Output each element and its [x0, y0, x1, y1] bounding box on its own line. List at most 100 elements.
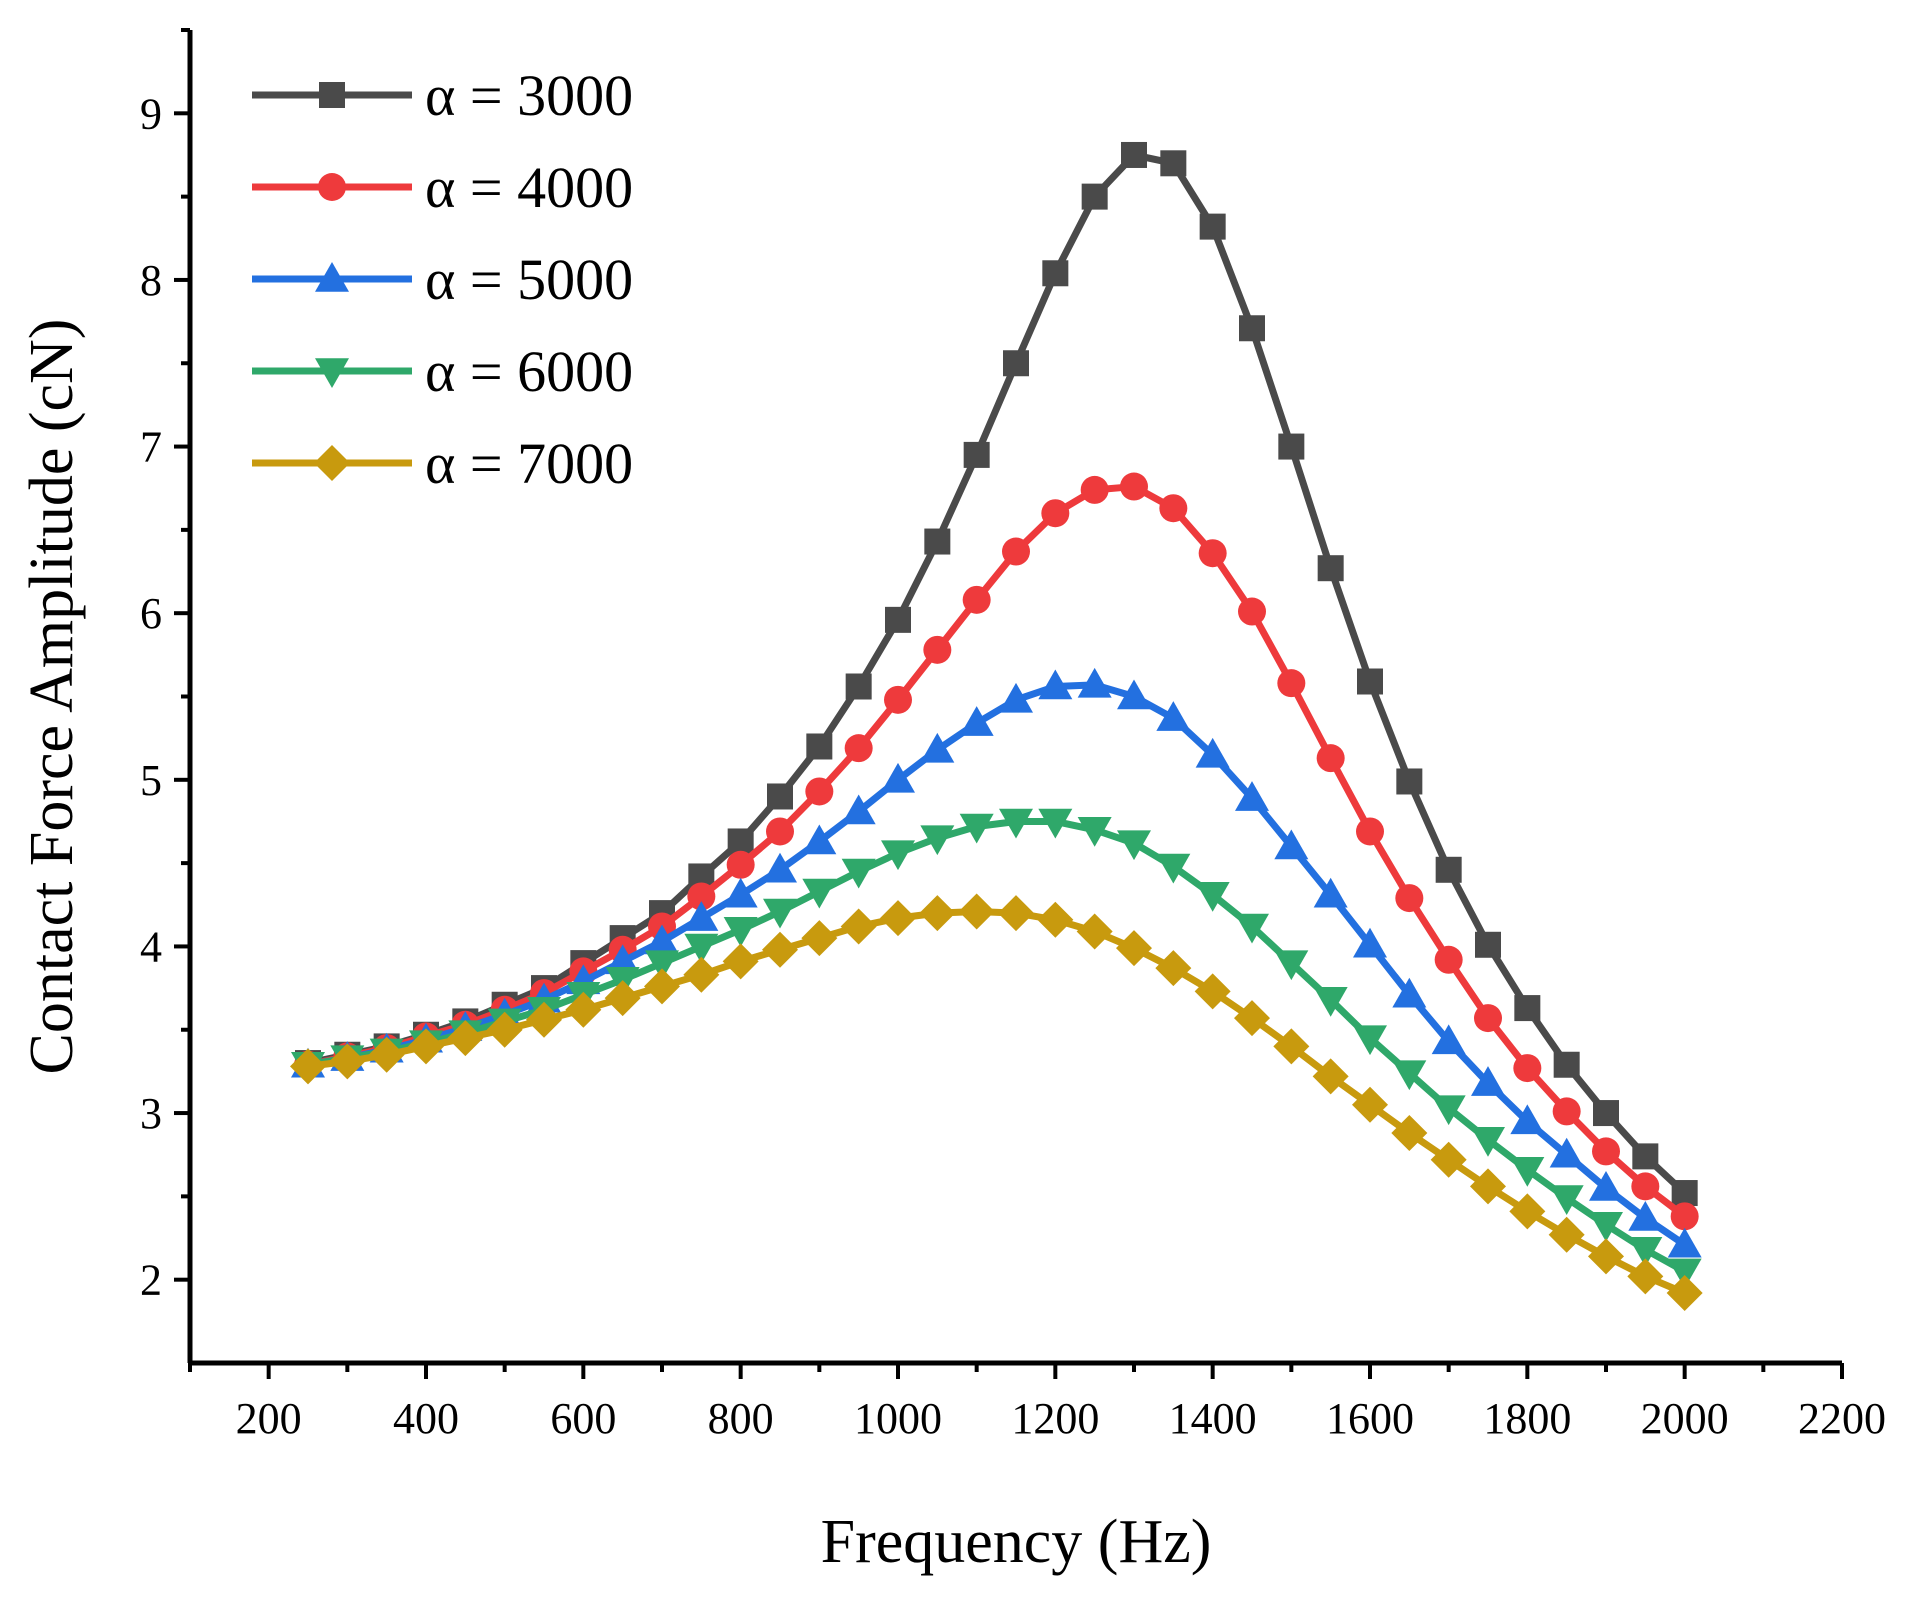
data-point — [1278, 433, 1305, 460]
series-2 — [294, 472, 1699, 1231]
legend-swatch-marker — [314, 445, 350, 481]
data-point — [1430, 1141, 1467, 1178]
data-point — [1356, 817, 1384, 846]
y-tick-label: 9 — [140, 89, 162, 138]
data-point — [1313, 987, 1348, 1017]
data-point — [645, 950, 679, 981]
data-point — [1077, 667, 1112, 698]
data-point — [1434, 945, 1463, 974]
data-point — [1038, 808, 1073, 839]
data-point — [408, 1028, 444, 1065]
data-point — [645, 924, 679, 955]
data-point — [998, 895, 1034, 932]
data-point — [1589, 1171, 1623, 1201]
data-point — [1077, 817, 1112, 847]
data-point — [1396, 768, 1423, 795]
data-point — [1195, 737, 1230, 768]
data-point — [841, 858, 876, 889]
data-point — [684, 933, 719, 964]
series-line — [307, 907, 1687, 1297]
y-tick-label: 4 — [140, 922, 162, 971]
data-point — [1117, 679, 1151, 710]
data-point — [644, 968, 680, 1005]
data-point — [1194, 973, 1231, 1010]
data-point — [1475, 931, 1501, 958]
data-point — [880, 900, 916, 937]
data-point — [767, 783, 793, 810]
data-point — [1549, 1137, 1584, 1168]
data-point — [999, 808, 1033, 839]
data-point — [1357, 668, 1383, 695]
data-point — [1273, 1028, 1310, 1065]
data-point — [845, 673, 872, 700]
data-point — [1631, 1172, 1660, 1201]
legend-item: α = 4000 — [252, 155, 633, 220]
data-point — [1589, 1211, 1623, 1242]
data-point — [1471, 1126, 1505, 1157]
data-point — [684, 901, 719, 931]
data-point — [1667, 1227, 1702, 1258]
data-point — [1277, 669, 1306, 698]
data-point — [1593, 1100, 1619, 1127]
data-point — [1549, 1185, 1584, 1216]
series-line — [307, 483, 1687, 1220]
data-point — [1588, 1238, 1624, 1275]
data-point — [920, 732, 955, 763]
x-tick-label: 1600 — [1326, 1394, 1414, 1443]
legend-swatch-marker — [318, 173, 346, 201]
data-point — [958, 893, 995, 930]
data-point — [722, 943, 759, 980]
data-point — [1159, 494, 1188, 523]
data-point — [1313, 877, 1348, 908]
data-point — [1435, 856, 1462, 883]
data-point — [840, 908, 877, 945]
data-point — [919, 895, 956, 932]
legend-swatch-marker — [319, 82, 345, 108]
series-layer — [290, 141, 1703, 1312]
data-point — [726, 850, 755, 879]
y-tick-label: 7 — [140, 423, 162, 472]
data-point — [1117, 830, 1151, 861]
legend-item: α = 5000 — [252, 247, 633, 312]
tick-labels: 200 400 600 800 1000 1200 1400 1600 1800 2000 2200… — [140, 89, 1886, 1443]
data-point — [1548, 1216, 1585, 1253]
y-tick-label: 3 — [140, 1089, 162, 1138]
data-point — [762, 931, 798, 968]
data-point — [1120, 472, 1148, 501]
data-point — [687, 882, 716, 911]
data-point — [1628, 1201, 1663, 1231]
data-point — [881, 762, 915, 793]
data-point — [605, 944, 640, 975]
data-point — [1160, 150, 1187, 177]
legend-label: α = 5000 — [425, 247, 633, 312]
data-point — [565, 991, 602, 1028]
data-point — [1392, 1060, 1427, 1091]
series-5 — [290, 893, 1703, 1312]
data-point — [1632, 1143, 1659, 1170]
data-point — [1510, 1156, 1545, 1187]
data-point — [723, 877, 758, 908]
data-point — [805, 777, 834, 806]
legend-label: α = 6000 — [425, 339, 633, 404]
data-point — [1076, 913, 1113, 950]
series-line — [307, 817, 1687, 1275]
data-point — [1353, 1025, 1387, 1056]
data-point — [329, 1043, 366, 1080]
data-point — [1042, 260, 1069, 287]
data-point — [1666, 1275, 1703, 1312]
series-line — [307, 681, 1687, 1248]
data-point — [802, 824, 837, 855]
data-point — [1312, 1058, 1349, 1095]
data-point — [1037, 901, 1074, 938]
data-point — [1509, 1193, 1546, 1230]
y-tick-label: 5 — [140, 756, 162, 805]
data-point — [1238, 597, 1266, 626]
data-point — [1121, 141, 1147, 168]
data-point — [1628, 1236, 1663, 1267]
data-point — [1038, 669, 1073, 700]
series-4 — [291, 808, 1702, 1289]
data-point — [1041, 499, 1070, 528]
data-point — [1155, 950, 1192, 987]
x-axis-title: Frequency (Hz) — [821, 1508, 1212, 1576]
